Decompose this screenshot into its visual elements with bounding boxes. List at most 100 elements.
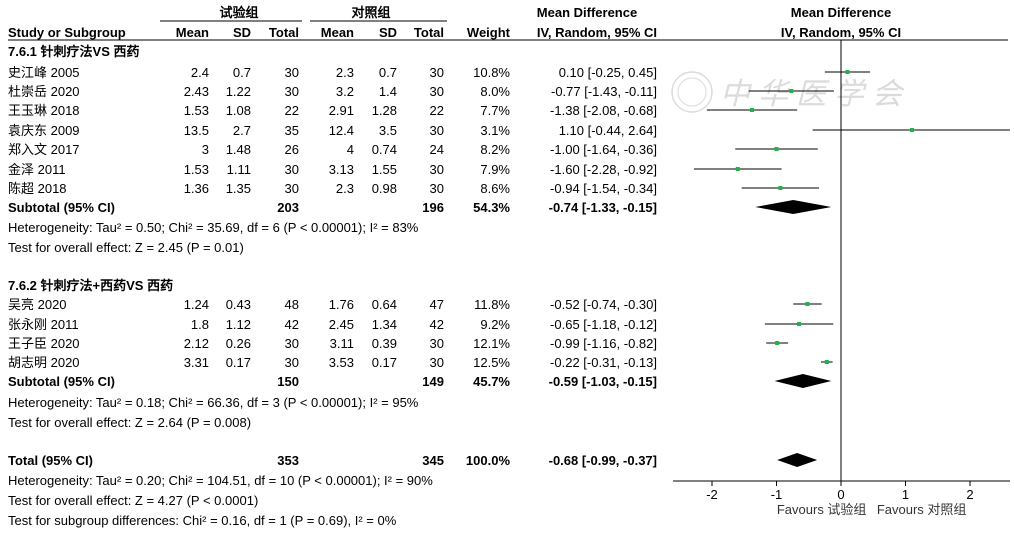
study-ctrl-mean: 4 — [347, 142, 354, 157]
header-experimental-group: 试验组 — [219, 5, 258, 20]
study-ctrl-mean: 2.3 — [336, 181, 354, 196]
watermark-seal-inner-icon — [677, 77, 707, 107]
study-exp-sd: 0.26 — [226, 336, 251, 351]
study-ci: 1.10 [-0.44, 2.64] — [559, 123, 657, 138]
study-exp-total: 30 — [285, 355, 299, 370]
study-name: 胡志明 2020 — [8, 355, 80, 370]
total-ci: -0.68 [-0.99, -0.37] — [549, 453, 657, 468]
header-control-group: 对照组 — [351, 5, 390, 20]
study-exp-mean: 3 — [202, 142, 209, 157]
study-weight: 9.2% — [480, 317, 510, 332]
study-weight: 3.1% — [480, 123, 510, 138]
study-weight: 8.6% — [480, 181, 510, 196]
total-exp-total: 353 — [277, 453, 299, 468]
study-point — [778, 186, 783, 190]
study-point — [845, 70, 850, 74]
x-axis-tick-label: 0 — [837, 487, 844, 502]
header-ctrl-mean: Mean — [321, 25, 354, 40]
study-ctrl-sd: 1.55 — [372, 162, 397, 177]
study-ctrl-total: 30 — [430, 84, 444, 99]
study-ci: -1.38 [-2.08, -0.68] — [550, 103, 657, 118]
study-ctrl-mean: 2.45 — [329, 317, 354, 332]
x-axis-tick-label: -1 — [771, 487, 783, 502]
study-exp-total: 48 — [285, 297, 299, 312]
study-exp-mean: 1.8 — [191, 317, 209, 332]
study-exp-total: 35 — [285, 123, 299, 138]
header-study: Study or Subgroup — [8, 25, 126, 40]
study-weight: 8.2% — [480, 142, 510, 157]
study-exp-sd: 0.17 — [226, 355, 251, 370]
study-ci: 0.10 [-0.25, 0.45] — [559, 65, 657, 80]
subgroup-1-heterogeneity: Heterogeneity: Tau² = 0.50; Chi² = 35.69… — [8, 220, 419, 235]
study-exp-mean: 3.31 — [184, 355, 209, 370]
header-ctrl-sd: SD — [379, 25, 397, 40]
study-ci: -0.52 [-0.74, -0.30] — [550, 297, 657, 312]
study-name: 袁庆东 2009 — [8, 123, 80, 138]
study-exp-mean: 13.5 — [184, 123, 209, 138]
study-ctrl-total: 30 — [430, 336, 444, 351]
study-exp-mean: 1.24 — [184, 297, 209, 312]
subgroup-1-subtotal-ci: -0.74 [-1.33, -0.15] — [549, 200, 657, 215]
study-exp-sd: 0.43 — [226, 297, 251, 312]
study-exp-sd: 2.7 — [233, 123, 251, 138]
study-ci: -0.77 [-1.43, -0.11] — [551, 84, 657, 99]
study-name: 郑入文 2017 — [8, 142, 80, 157]
study-ctrl-total: 30 — [430, 355, 444, 370]
header-exp-mean: Mean — [176, 25, 209, 40]
study-exp-sd: 1.22 — [226, 84, 251, 99]
study-ctrl-sd: 0.17 — [372, 355, 397, 370]
study-weight: 10.8% — [473, 65, 510, 80]
study-exp-sd: 1.11 — [227, 162, 251, 177]
study-name: 杜崇岳 2020 — [8, 84, 80, 99]
study-point — [775, 341, 780, 345]
subgroup-1-subtotal-ctrl-total: 196 — [422, 200, 444, 215]
study-weight: 12.1% — [473, 336, 510, 351]
study-ctrl-total: 30 — [430, 181, 444, 196]
study-exp-mean: 2.43 — [184, 84, 209, 99]
favours-right-label: Favours 对照组 — [877, 502, 967, 517]
study-ci: -0.94 [-1.54, -0.34] — [550, 181, 657, 196]
study-exp-mean: 2.12 — [184, 336, 209, 351]
study-exp-total: 30 — [285, 181, 299, 196]
subgroup-2-label: 7.6.2 针刺疗法+西药VS 西药 — [8, 278, 173, 293]
study-exp-sd: 1.35 — [226, 181, 251, 196]
header-exp-total: Total — [269, 25, 299, 40]
total-overall-effect: Test for overall effect: Z = 4.27 (P < 0… — [8, 493, 258, 508]
study-exp-total: 22 — [285, 103, 299, 118]
study-ctrl-sd: 0.7 — [379, 65, 397, 80]
study-point — [735, 167, 740, 171]
study-ctrl-mean: 2.91 — [329, 103, 354, 118]
study-exp-total: 30 — [285, 84, 299, 99]
total-label: Total (95% CI) — [8, 453, 93, 468]
watermark-logo: 中华医学会 — [671, 71, 902, 113]
study-ctrl-sd: 1.28 — [372, 103, 397, 118]
study-ctrl-sd: 1.4 — [379, 84, 397, 99]
header-exp-sd: SD — [233, 25, 251, 40]
study-ctrl-mean: 3.2 — [336, 84, 354, 99]
study-ctrl-total: 30 — [430, 65, 444, 80]
study-name: 张永刚 2011 — [8, 317, 79, 332]
subgroup-1-subtotal-exp-total: 203 — [277, 200, 299, 215]
study-exp-total: 42 — [285, 317, 299, 332]
study-point — [749, 108, 754, 112]
study-name: 吴亮 2020 — [8, 297, 67, 312]
subgroup-2-subtotal-exp-total: 150 — [277, 374, 299, 389]
study-ctrl-mean: 3.13 — [329, 162, 354, 177]
total-heterogeneity: Heterogeneity: Tau² = 0.20; Chi² = 104.5… — [8, 473, 433, 488]
study-exp-mean: 2.4 — [191, 65, 209, 80]
total-weight: 100.0% — [466, 453, 511, 468]
subgroup-2-heterogeneity: Heterogeneity: Tau² = 0.18; Chi² = 66.36… — [8, 395, 419, 410]
study-exp-total: 30 — [285, 162, 299, 177]
study-ctrl-total: 42 — [430, 317, 444, 332]
header-weight: Weight — [467, 25, 511, 40]
header-md-method: IV, Random, 95% CI — [537, 25, 657, 40]
study-weight: 11.8% — [474, 297, 510, 312]
study-exp-sd: 0.7 — [233, 65, 251, 80]
study-exp-mean: 1.53 — [184, 103, 209, 118]
subgroup-2-overall-effect: Test for overall effect: Z = 2.64 (P = 0… — [8, 415, 251, 430]
study-ci: -0.22 [-0.31, -0.13] — [550, 355, 657, 370]
study-exp-total: 30 — [285, 65, 299, 80]
favours-left-label: Favours 试验组 — [777, 502, 867, 517]
study-weight: 7.7% — [480, 103, 510, 118]
subgroup-1-label: 7.6.1 针刺疗法VS 西药 — [8, 44, 139, 59]
